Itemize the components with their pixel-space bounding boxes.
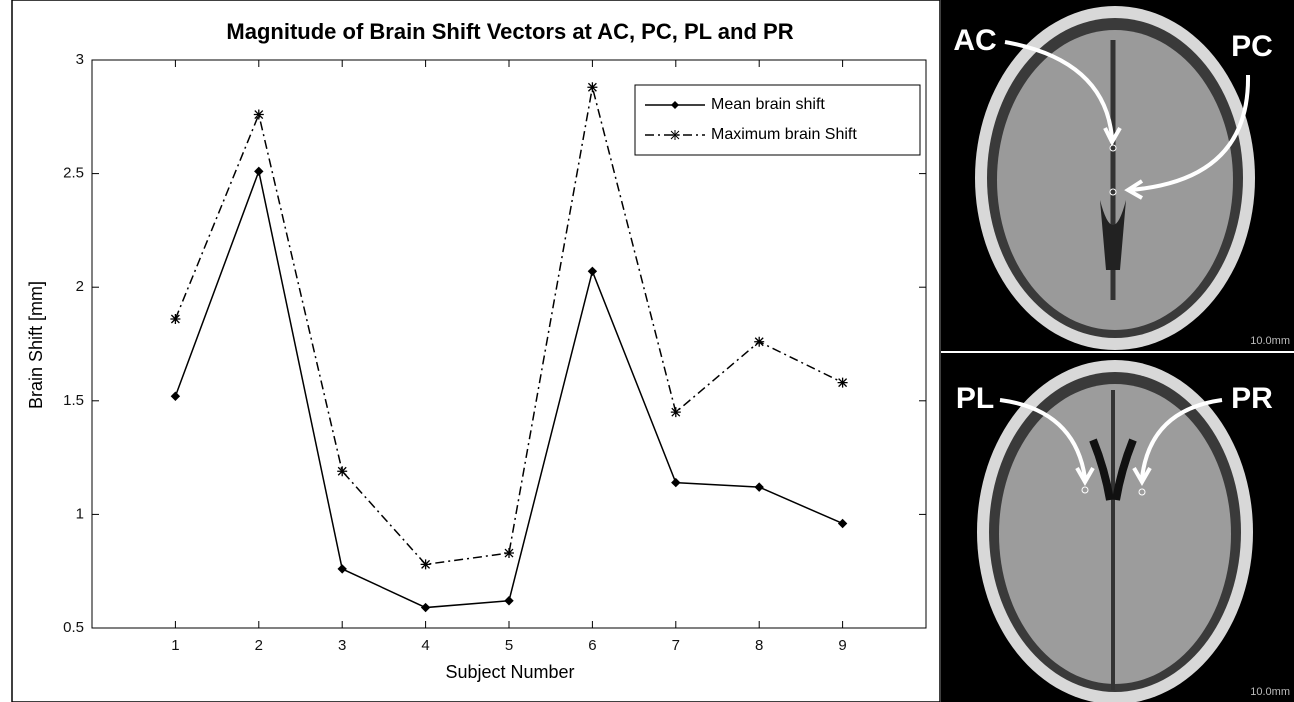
marker xyxy=(671,407,681,417)
marker xyxy=(254,110,264,120)
scale-label: 10.0mm xyxy=(1250,335,1290,347)
marker xyxy=(504,548,514,558)
y-tick-label: 0.5 xyxy=(63,619,84,636)
x-tick-label: 5 xyxy=(505,637,513,654)
x-tick-label: 4 xyxy=(421,637,429,654)
marker xyxy=(838,378,848,388)
y-axis-label: Brain Shift [mm] xyxy=(26,281,46,409)
marker xyxy=(421,559,431,569)
x-tick-label: 2 xyxy=(255,637,263,654)
mri-label: PL xyxy=(956,382,994,415)
x-tick-label: 3 xyxy=(338,637,346,654)
mri-panel-bottom: PL PR 10.0mm xyxy=(941,353,1294,702)
mri-panel-top: AC PC 10.0mm xyxy=(941,0,1294,351)
mri-label: AC xyxy=(953,24,996,57)
mri-label: PR xyxy=(1231,382,1273,415)
legend-label: Mean brain shift xyxy=(711,96,825,113)
figure: Magnitude of Brain Shift Vectors at AC, … xyxy=(0,0,1294,702)
legend-label: Maximum brain Shift xyxy=(711,126,857,143)
x-tick-label: 6 xyxy=(588,637,596,654)
chart-title: Magnitude of Brain Shift Vectors at AC, … xyxy=(226,19,793,44)
y-tick-label: 2.5 xyxy=(63,165,84,182)
scale-label: 10.0mm xyxy=(1250,686,1290,698)
marker xyxy=(754,337,764,347)
y-tick-label: 1.5 xyxy=(63,392,84,409)
marker xyxy=(170,314,180,324)
y-tick-label: 3 xyxy=(76,51,84,68)
page: Magnitude of Brain Shift Vectors at AC, … xyxy=(0,0,1294,702)
x-tick-label: 1 xyxy=(171,637,179,654)
x-tick-label: 9 xyxy=(838,637,846,654)
legend-marker xyxy=(670,130,680,140)
mri-label: PC xyxy=(1231,30,1273,63)
marker xyxy=(337,466,347,476)
x-tick-label: 7 xyxy=(672,637,680,654)
x-axis-label: Subject Number xyxy=(445,662,574,682)
marker xyxy=(587,82,597,92)
y-tick-label: 1 xyxy=(76,505,84,522)
y-tick-label: 2 xyxy=(76,278,84,295)
x-tick-label: 8 xyxy=(755,637,763,654)
